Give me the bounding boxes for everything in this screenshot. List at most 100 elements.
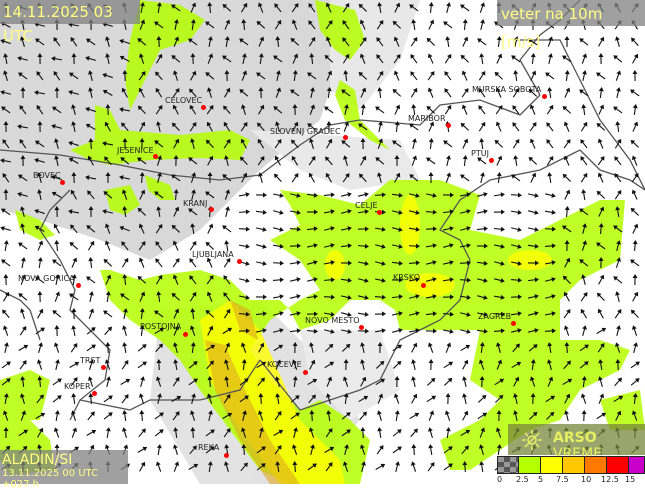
wind-arrow <box>528 121 538 133</box>
wind-arrow <box>425 394 437 404</box>
wind-arrow <box>511 225 523 233</box>
wind-arrow <box>529 70 538 82</box>
wind-arrow <box>547 87 553 99</box>
wind-arrow <box>513 155 520 167</box>
wind-arrow <box>493 70 504 81</box>
city-label: KOCEVJE <box>267 360 302 369</box>
city-label: NOVO MESTO <box>305 316 360 325</box>
wind-arrow <box>579 308 589 320</box>
wind-arrow <box>444 410 452 422</box>
wind-arrow <box>408 121 420 132</box>
wind-arrow <box>595 326 607 336</box>
wind-arrow <box>632 274 637 285</box>
wind-arrow <box>411 444 417 455</box>
wind-arrow <box>88 257 94 268</box>
wind-arrow <box>137 257 146 269</box>
city-marker <box>76 283 81 288</box>
city-label: LJUBLJANA <box>192 250 234 259</box>
wind-arrow <box>459 121 470 132</box>
city-marker <box>101 365 106 370</box>
legend-label: 7.5 <box>556 475 569 484</box>
wind-arrow <box>374 104 386 115</box>
wind-arrow <box>358 191 370 198</box>
wind-arrow <box>239 209 250 215</box>
city-marker <box>303 370 308 375</box>
wind-arrow <box>239 243 251 250</box>
wind-arrow <box>102 393 114 403</box>
wind-arrow <box>478 2 486 14</box>
wind-arrow <box>2 325 10 337</box>
wind-arrow <box>614 36 622 48</box>
wind-arrow <box>86 240 96 252</box>
wind-arrow <box>597 104 606 116</box>
wind-arrow <box>425 156 437 166</box>
wind-arrow <box>138 376 146 388</box>
wind-arrow <box>477 226 488 232</box>
city-marker <box>237 259 242 264</box>
legend-swatch-0 <box>497 456 519 474</box>
wind-arrow <box>273 293 285 300</box>
wind-arrow <box>443 53 453 65</box>
wind-arrow <box>54 240 60 251</box>
wind-arrow <box>494 209 505 214</box>
wind-arrow <box>631 342 639 354</box>
wind-arrow <box>581 189 588 201</box>
wind-arrow <box>478 172 485 184</box>
wind-arrow <box>495 155 504 167</box>
wind-arrow <box>136 445 148 455</box>
wind-arrow <box>392 427 404 438</box>
wind-arrow <box>18 325 28 337</box>
wind-arrow <box>273 225 285 233</box>
wind-arrow <box>630 189 639 201</box>
wind-arrow <box>612 104 624 115</box>
legend-label: 2.5 <box>516 475 529 484</box>
wind-arrow <box>528 191 540 198</box>
wind-arrow <box>137 342 149 353</box>
wind-arrow <box>443 376 454 387</box>
city-marker <box>421 283 426 288</box>
wind-arrow <box>410 138 417 150</box>
wind-arrow <box>562 121 571 133</box>
city-marker <box>343 135 348 140</box>
wind-arrow <box>562 138 572 150</box>
brand-name-bold: ARSO <box>553 430 597 446</box>
wind-arrow <box>460 359 470 371</box>
wind-arrow <box>428 2 434 13</box>
legend-swatch-5 <box>540 456 563 474</box>
wind-arrow <box>223 206 231 218</box>
city-label: POSTOJNA <box>140 322 181 331</box>
wind-arrow <box>426 376 437 387</box>
wind-arrow <box>139 410 145 421</box>
wind-arrow <box>459 53 470 64</box>
wind-arrow <box>71 308 76 319</box>
wind-arrow <box>529 172 538 184</box>
wind-arrow <box>85 343 97 353</box>
wind-arrow <box>256 192 267 197</box>
wind-arrow <box>428 138 434 150</box>
wind-arrow <box>563 189 572 201</box>
legend-label: 12.5 <box>601 475 619 484</box>
wind-arrow <box>18 359 29 371</box>
wind-arrow <box>105 427 112 439</box>
wind-arrow <box>410 376 417 388</box>
wind-arrow <box>511 138 521 150</box>
wind-arrow <box>70 427 79 439</box>
wind-arrow <box>528 138 537 150</box>
wind-arrow <box>3 274 9 285</box>
wind-arrow <box>68 240 80 251</box>
wind-arrow <box>629 36 640 48</box>
color-legend: 0 2.5 5 7.5 10 12.5 15 <box>497 456 645 484</box>
city-label: CELOVEC <box>165 96 202 105</box>
wind-arrow <box>239 226 250 232</box>
wind-arrow <box>495 53 504 65</box>
wind-arrow <box>376 410 384 422</box>
wind-arrow <box>445 393 450 404</box>
wind-arrow <box>341 191 353 198</box>
wind-arrow <box>427 427 435 439</box>
wind-arrow <box>477 393 488 404</box>
wind-arrow <box>85 428 97 438</box>
wind-arrow <box>544 138 555 150</box>
wind-arrow <box>374 462 386 472</box>
city-label: MARIBOR <box>408 114 446 123</box>
